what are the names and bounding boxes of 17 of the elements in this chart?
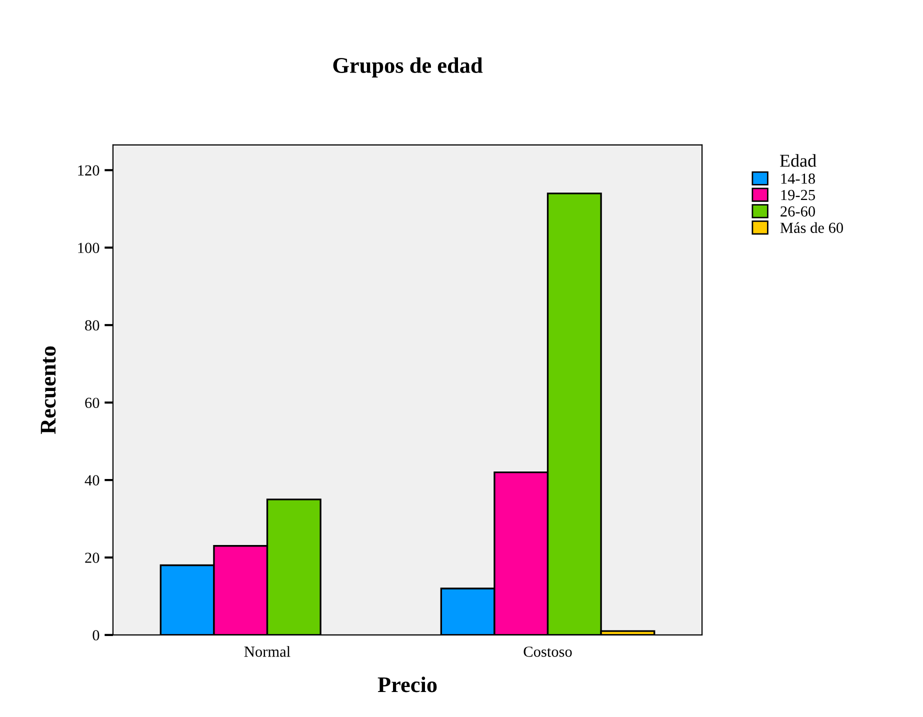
legend-title: Edad — [780, 154, 816, 167]
x-axis-title: Precio — [378, 676, 437, 692]
y-tick-label: 60 — [85, 398, 100, 408]
x-tick-label: Normal — [244, 646, 290, 657]
legend-label: 26-60 — [780, 206, 815, 217]
y-tick-label: 40 — [84, 475, 100, 486]
y-axis-title: Recuento — [40, 346, 56, 434]
y-tick-label: 80 — [85, 320, 100, 331]
x-tick-label: Costoso — [524, 646, 572, 657]
y-tick-label: 100 — [78, 242, 100, 254]
chart-title: Grupos de edad — [333, 57, 483, 78]
y-tick-label: 20 — [85, 552, 100, 563]
y-tick-label: 120 — [78, 165, 100, 176]
legend-label: 14-18 — [781, 173, 815, 184]
legend-label: 19-25 — [781, 190, 815, 200]
legend-label: Más de 60 — [780, 222, 843, 233]
y-tick-label: 0 — [92, 630, 100, 640]
